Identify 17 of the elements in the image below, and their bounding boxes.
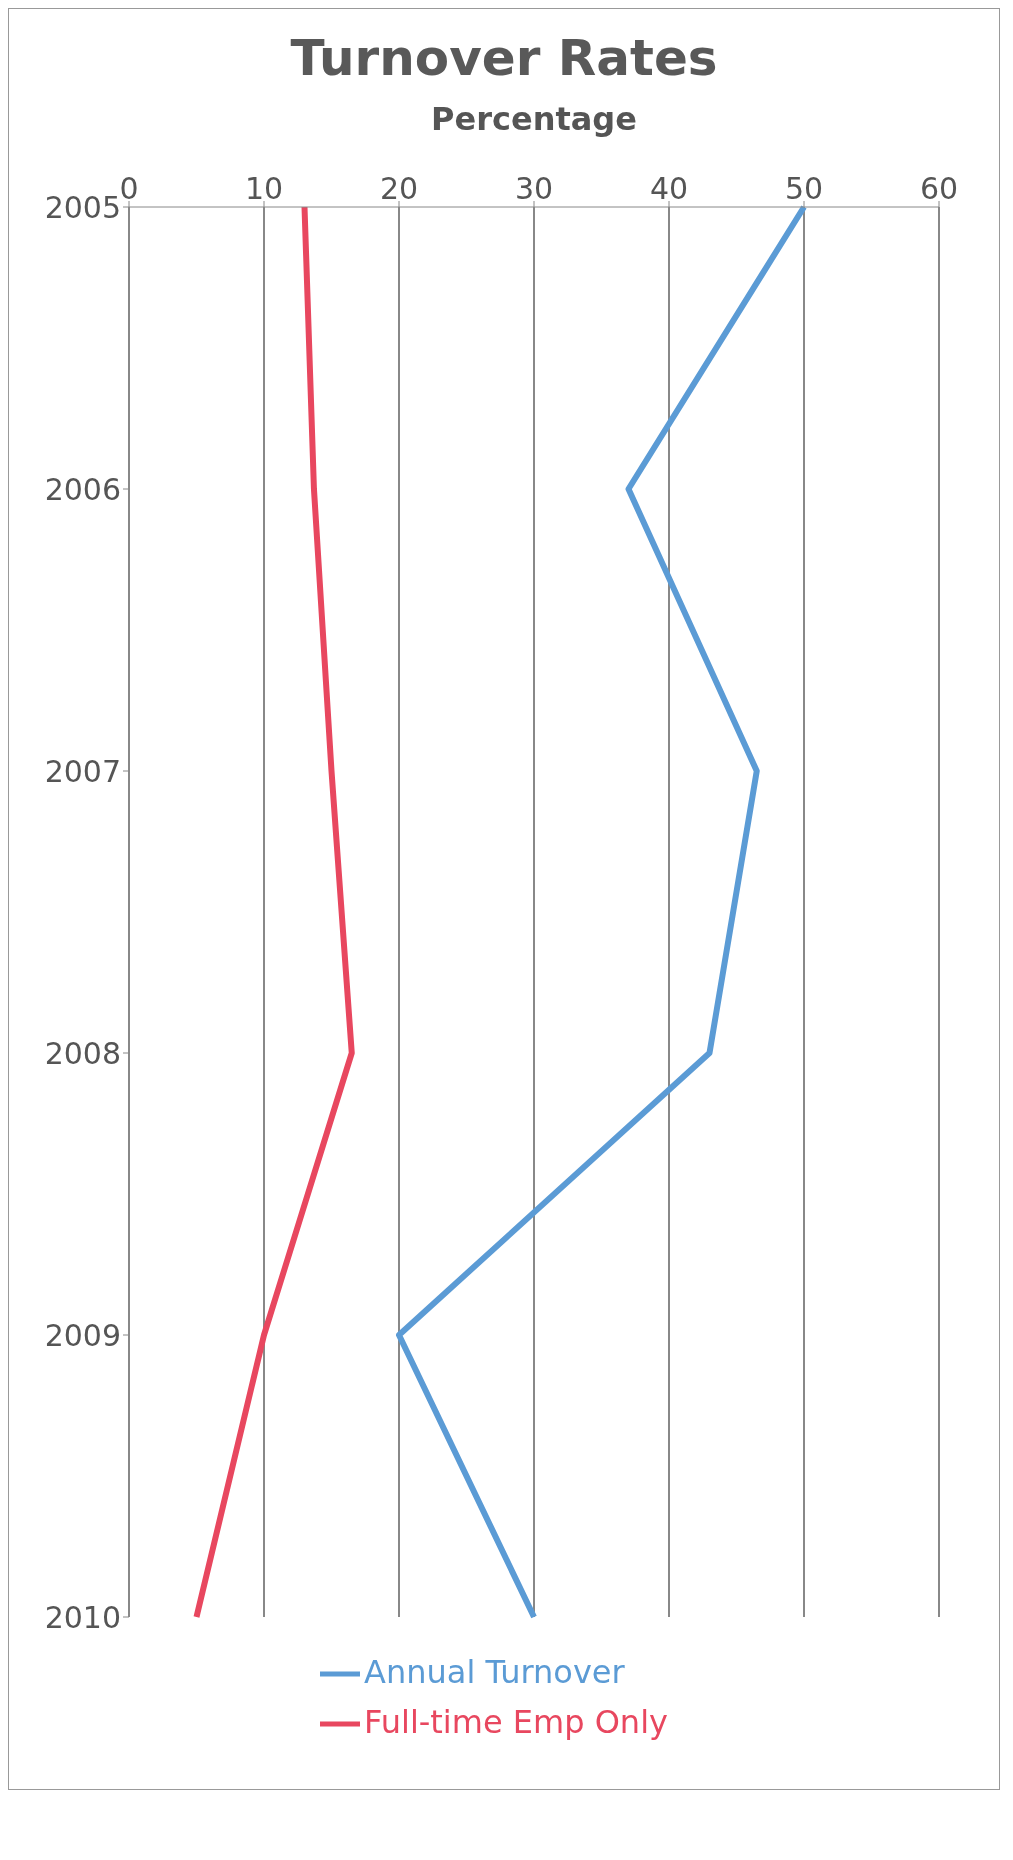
x-tick-label: 20	[379, 171, 419, 206]
x-axis-title: Percentage	[431, 99, 637, 138]
y-tick-label: 2008	[44, 1035, 121, 1071]
x-tick-label: 50	[784, 171, 824, 206]
x-tick-label: 40	[649, 171, 689, 206]
y-tick-label: 2006	[44, 471, 121, 507]
legend-label: Full-time Emp Only	[364, 1703, 668, 1741]
y-tick-label: 2010	[44, 1599, 121, 1635]
y-tick-label: 2005	[44, 189, 121, 225]
x-tick-label: 0	[119, 171, 139, 206]
x-tick-label: 30	[514, 171, 554, 206]
chart-title: Turnover Rates	[289, 29, 719, 87]
x-tick-label: 10	[244, 171, 284, 206]
x-tick-label: 60	[919, 171, 959, 206]
y-tick-label: 2009	[44, 1317, 121, 1353]
y-tick-label: 2007	[44, 753, 121, 789]
legend-label: Annual Turnover	[364, 1653, 625, 1691]
